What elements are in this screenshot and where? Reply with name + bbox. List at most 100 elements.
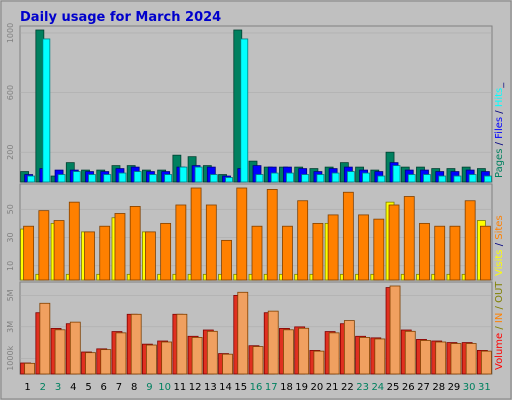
day-label: 29 [448, 382, 461, 393]
day-label: 11 [174, 382, 187, 393]
bar-hits [377, 175, 386, 183]
bar-in [283, 329, 294, 375]
chart-title: Daily usage for March 2024 [20, 10, 221, 25]
legend: Pages / Files / Hits_ [494, 82, 505, 178]
bar-hits [194, 166, 203, 183]
bar-in [267, 310, 279, 375]
legend: Visits / Sites [494, 215, 505, 276]
bar-hits [103, 174, 112, 183]
y-tick-label: 50 [6, 204, 15, 214]
day-label: 10 [158, 382, 171, 393]
bar-hits [392, 165, 401, 183]
y-tick-label: 10 [6, 261, 15, 271]
bar-in [206, 330, 218, 375]
bar-sites [373, 218, 385, 281]
legend-text: / [494, 303, 505, 313]
day-label: 27 [417, 382, 430, 393]
bar-hits [255, 174, 264, 183]
bar-sites [114, 213, 126, 281]
bar-sites [38, 210, 50, 281]
bar-hits [149, 174, 157, 183]
visits-sites-panel: 10 30 50 Visits / Sites [6, 183, 505, 281]
bar-hits [483, 175, 492, 183]
legend-text: Volume [494, 333, 505, 370]
bar-sites [145, 231, 156, 281]
legend-text: / [494, 107, 505, 117]
day-label: 28 [432, 382, 445, 393]
bar-hits [88, 174, 96, 183]
bar-in [100, 349, 112, 375]
bar-sites [388, 204, 400, 281]
bar-in [176, 313, 188, 375]
bar-sites [449, 225, 461, 281]
bar-in [161, 341, 173, 375]
day-label: 30 [463, 382, 476, 393]
legend-text: OUT [494, 281, 505, 303]
bar-in [237, 291, 249, 375]
bar-hits [423, 174, 431, 183]
bar-sites [479, 225, 491, 281]
bar-hits [407, 174, 416, 183]
bar-sites [403, 196, 415, 281]
bar-in [146, 344, 157, 375]
day-label: 6 [101, 382, 107, 393]
bar-in [69, 321, 81, 375]
bar-sites [99, 225, 111, 281]
bar-in [343, 320, 355, 375]
bar-sites [129, 205, 141, 281]
day-label: 1 [24, 382, 30, 393]
bar-hits [42, 38, 51, 183]
bar-hits [118, 172, 127, 183]
bar-sites [358, 214, 369, 281]
day-label: 16 [250, 382, 263, 393]
day-label: 9 [146, 382, 152, 393]
day-label: 24 [371, 382, 384, 393]
bar-in [420, 340, 431, 375]
legend-text: / [494, 323, 505, 333]
bar-sites [434, 225, 446, 281]
day-label: 13 [204, 382, 217, 393]
y-tick-label: 600 [6, 85, 15, 100]
bar-in [404, 330, 416, 375]
bar-hits [27, 175, 36, 183]
bar-in [54, 329, 66, 375]
legend-text: IN [494, 313, 505, 323]
day-label: 19 [295, 382, 308, 393]
bar-hits [240, 38, 249, 183]
bar-sites [221, 239, 232, 281]
bar-sites [53, 220, 65, 281]
day-label: 31 [478, 382, 491, 393]
bar-sites [419, 222, 430, 281]
y-tick-label: 1000 [6, 23, 15, 43]
day-label: 5 [85, 382, 91, 393]
bar-in [328, 332, 340, 375]
bar-hits [286, 172, 294, 183]
bar-sites [297, 200, 309, 281]
day-axis: 1 2 3 4 5 6 7 8 9 10 11 12 13 14 15 16 17 18 19 20 21 22 23 24 2… [24, 382, 490, 393]
bar-in [480, 350, 492, 375]
plot-area [19, 25, 493, 183]
bar-in [191, 337, 203, 375]
bar-sites [160, 222, 172, 281]
bar-hits [209, 174, 218, 183]
bar-in [39, 302, 51, 375]
bar-sites [327, 214, 339, 281]
y-tick-label: 5M [6, 289, 15, 301]
day-label: 4 [70, 382, 76, 393]
bar-sites [175, 204, 187, 281]
legend-text: _ [494, 82, 505, 89]
day-label: 25 [387, 382, 400, 393]
day-label: 23 [356, 382, 369, 393]
y-tick-label: 1000k [6, 345, 15, 370]
legend-text: Hits [494, 88, 505, 107]
bar-hits [362, 172, 370, 183]
day-label: 18 [280, 382, 293, 393]
day-label: 3 [55, 382, 61, 393]
volume-panel: 1000k 3M 5M Volume / IN / OUT [6, 281, 505, 375]
bar-sites [251, 225, 263, 281]
bar-hits [468, 174, 477, 183]
bar-in [222, 353, 233, 375]
bar-sites [464, 200, 476, 281]
day-label: 21 [326, 382, 339, 393]
